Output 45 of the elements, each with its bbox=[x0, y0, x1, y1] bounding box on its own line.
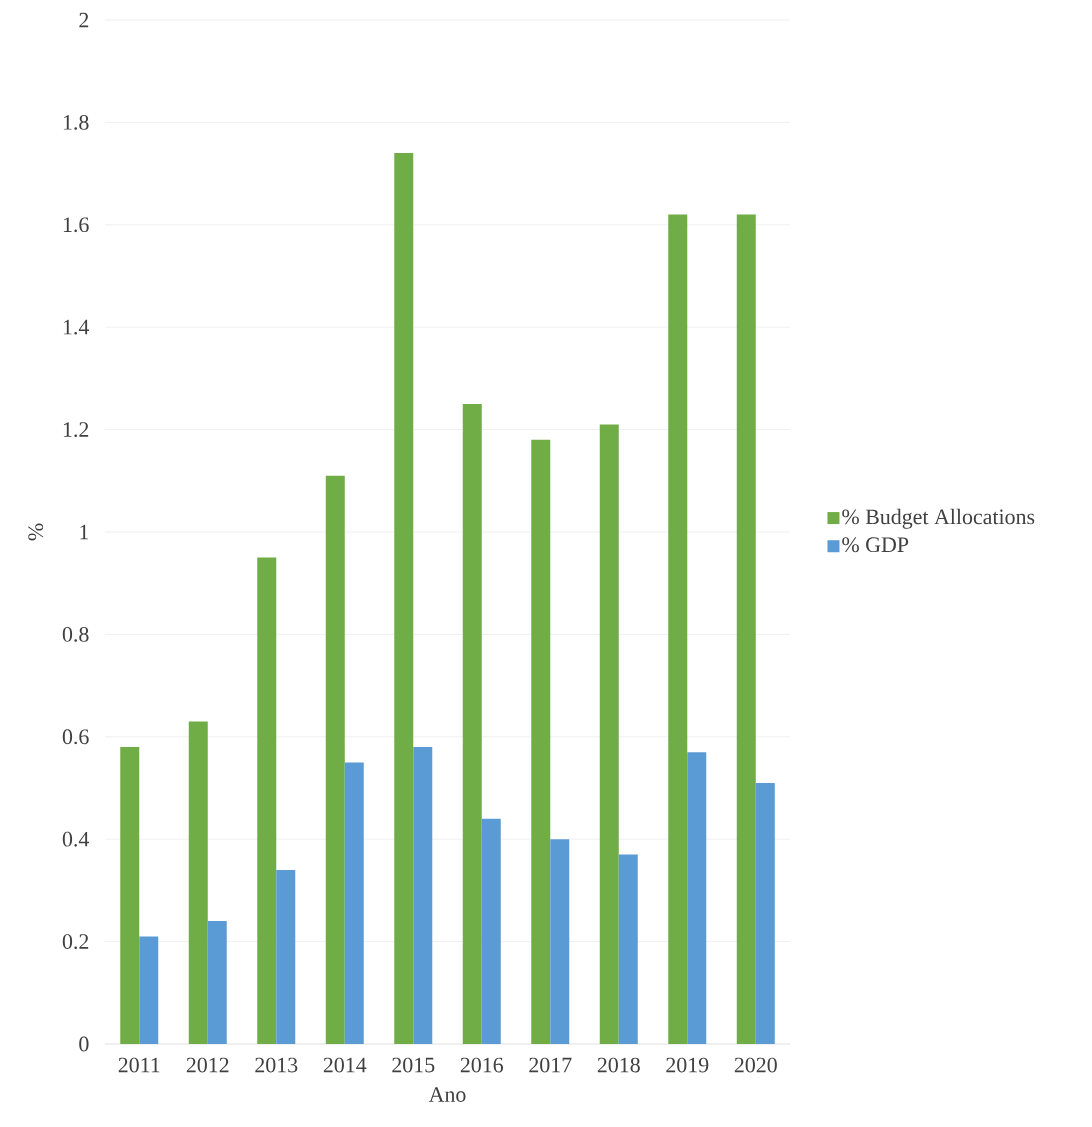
x-tick-label: 2020 bbox=[734, 1057, 777, 1073]
x-tick-label: 2017 bbox=[529, 1057, 572, 1073]
legend-label: % GDP bbox=[842, 537, 909, 553]
bar bbox=[394, 153, 414, 1044]
x-tick-label: 2014 bbox=[323, 1057, 367, 1073]
x-tick-label: 2011 bbox=[118, 1057, 160, 1073]
y-tick-label: 1.8 bbox=[63, 114, 89, 130]
bar bbox=[755, 782, 775, 1044]
x-tick-label: 2015 bbox=[392, 1057, 435, 1073]
bar bbox=[687, 752, 707, 1044]
y-tick-label: 0.4 bbox=[62, 831, 90, 847]
y-tick-label: 1.6 bbox=[63, 217, 89, 233]
bar bbox=[550, 839, 570, 1044]
x-axis-title: Ano bbox=[428, 1087, 466, 1102]
bar bbox=[736, 214, 756, 1044]
bar bbox=[325, 475, 345, 1044]
bar bbox=[413, 747, 433, 1044]
y-tick-label: 1.4 bbox=[63, 319, 90, 335]
y-tick-label: 1 bbox=[80, 524, 89, 540]
bar bbox=[188, 721, 208, 1044]
legend-label: % Budget Allocations bbox=[842, 508, 1035, 529]
bar bbox=[120, 747, 140, 1044]
bar bbox=[531, 439, 551, 1044]
bar bbox=[257, 557, 277, 1044]
x-tick-label: 2018 bbox=[597, 1057, 640, 1073]
y-tick-label: 1.2 bbox=[63, 422, 89, 438]
bar bbox=[207, 921, 227, 1044]
bar bbox=[462, 404, 482, 1044]
bar bbox=[276, 869, 296, 1044]
x-tick-label: 2016 bbox=[460, 1057, 504, 1073]
bar bbox=[618, 854, 638, 1044]
bar bbox=[481, 818, 501, 1044]
x-tick-label: 2012 bbox=[186, 1057, 229, 1073]
bar bbox=[139, 936, 159, 1044]
y-tick-label: 0.2 bbox=[62, 934, 89, 950]
x-tick-label: 2019 bbox=[666, 1057, 709, 1073]
bar bbox=[668, 214, 688, 1044]
y-tick-label: 0 bbox=[79, 1036, 89, 1052]
y-tick-label: 0.6 bbox=[62, 729, 89, 745]
bar bbox=[599, 424, 619, 1044]
y-tick-label: 0.8 bbox=[62, 626, 89, 642]
y-axis-title: % bbox=[28, 523, 44, 541]
bar bbox=[344, 762, 364, 1044]
x-tick-label: 2013 bbox=[255, 1057, 298, 1073]
y-tick-label: 2 bbox=[79, 12, 89, 28]
